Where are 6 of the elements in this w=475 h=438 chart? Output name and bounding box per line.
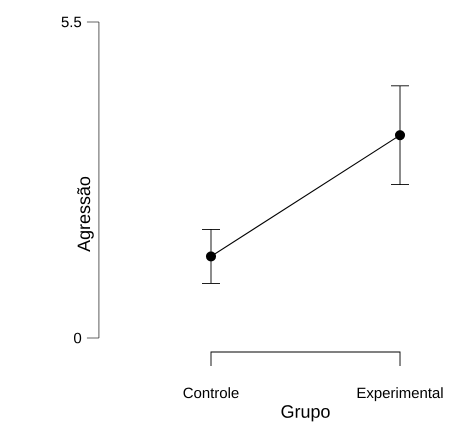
y-tick-label: 0: [74, 332, 82, 344]
y-tick-label: 5.5: [62, 16, 82, 28]
x-axis-title: Grupo: [281, 405, 330, 422]
x-tick-label: Controle: [184, 387, 239, 398]
y-axis-title: Agressão: [77, 176, 94, 252]
x-tick-label: Experimental: [358, 387, 443, 402]
